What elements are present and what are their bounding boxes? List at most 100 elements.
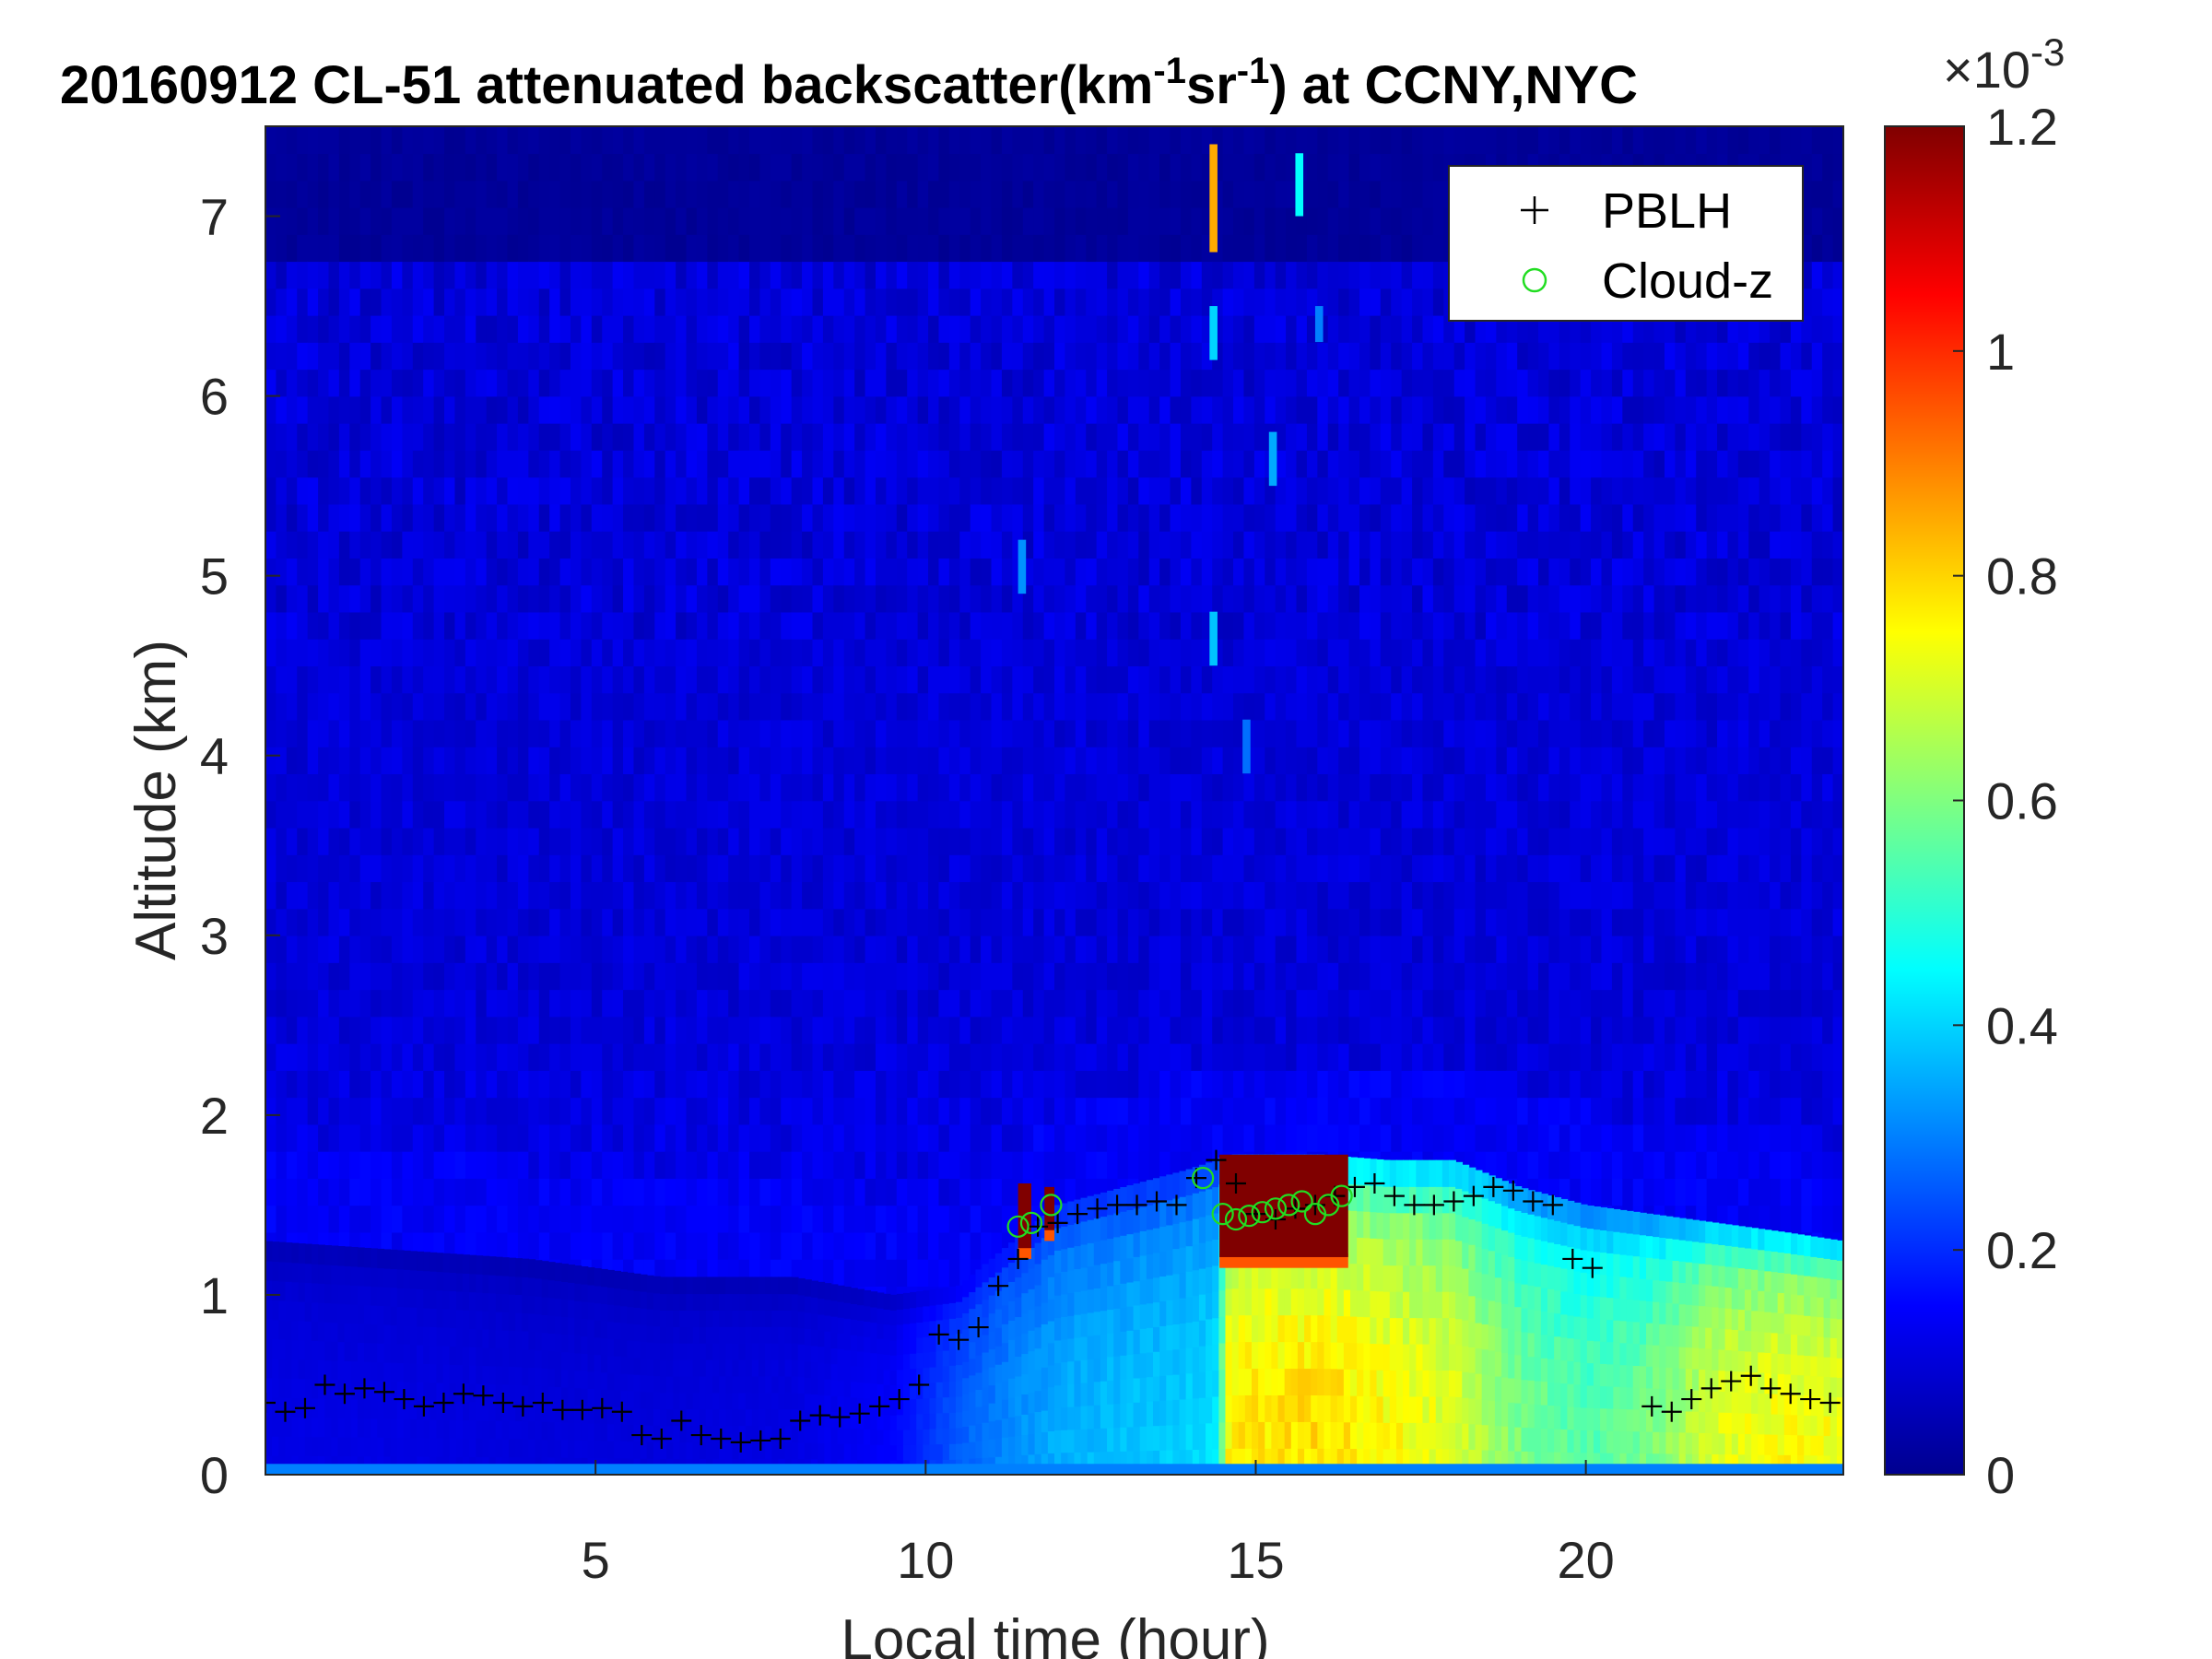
heatmap-cell [1338, 126, 1350, 155]
heatmap-cell [623, 1042, 635, 1071]
heatmap-cell [1327, 935, 1339, 963]
heatmap-cell [1159, 665, 1171, 694]
heatmap-cell [1075, 1070, 1088, 1099]
heatmap-cell [1432, 180, 1445, 208]
heatmap-cell [517, 342, 530, 371]
heatmap-cell [591, 450, 604, 478]
heatmap-cell [1370, 450, 1382, 478]
heatmap-cell [570, 881, 582, 910]
heatmap-cell [1033, 854, 1045, 883]
heatmap-cell [1286, 1042, 1298, 1071]
heatmap-cell [643, 989, 656, 1018]
heatmap-cell [1243, 773, 1255, 802]
heatmap-cell [371, 746, 382, 775]
heatmap-cell [528, 611, 540, 640]
heatmap-cell [1517, 395, 1529, 424]
heatmap-cell [854, 558, 866, 586]
heatmap-cell [1117, 1042, 1129, 1071]
heatmap-cell [822, 314, 835, 343]
heatmap-cell [1201, 422, 1213, 451]
heatmap-cell [1127, 665, 1140, 694]
heatmap-cell [686, 503, 698, 532]
heatmap-cell [1475, 1124, 1487, 1152]
heatmap-cell [1506, 962, 1518, 991]
heatmap-cell [1075, 962, 1088, 991]
heatmap-cell [696, 180, 709, 208]
heatmap-cell [896, 395, 909, 424]
heatmap-cell [1191, 908, 1203, 936]
heatmap-cell [781, 881, 793, 910]
heatmap-cell [476, 1070, 488, 1099]
heatmap-cell [276, 827, 288, 855]
heatmap-cell [612, 503, 624, 532]
heatmap-cell [833, 1205, 845, 1233]
heatmap-cell [812, 1097, 824, 1125]
heatmap-cell [981, 530, 993, 559]
heatmap-cell [1107, 1042, 1119, 1071]
heatmap-cell [1265, 530, 1277, 559]
heatmap-cell [781, 908, 793, 936]
heatmap-cell [676, 369, 688, 397]
heatmap-cell [1506, 450, 1518, 478]
heatmap-cell [1370, 477, 1382, 505]
heatmap-cell [1054, 746, 1066, 775]
heatmap-cell [1107, 288, 1119, 316]
heatmap-cell [781, 153, 793, 182]
heatmap-cell [1022, 450, 1034, 478]
heatmap-cell [875, 773, 888, 802]
heatmap-cell [1412, 665, 1424, 694]
heatmap-cell [1496, 342, 1508, 371]
heatmap-cell [865, 935, 877, 963]
heatmap-cell [391, 692, 404, 721]
heatmap-cell [738, 234, 750, 263]
heatmap-cell [833, 558, 845, 586]
heatmap-cell [665, 935, 677, 963]
heatmap-cell [865, 611, 877, 640]
heatmap-cell [686, 395, 698, 424]
heatmap-cell [981, 1042, 993, 1071]
heatmap-cell [1243, 126, 1255, 155]
heatmap-cell [896, 450, 909, 478]
heatmap-cell [591, 261, 604, 289]
heatmap-cell [1391, 800, 1403, 829]
heatmap-cell [454, 854, 466, 883]
heatmap-cell [833, 314, 845, 343]
heatmap-cell [1506, 1070, 1518, 1099]
heatmap-cell [444, 503, 456, 532]
heatmap-cell [1180, 827, 1193, 855]
heatmap-cell [843, 530, 855, 559]
heatmap-cell [1127, 638, 1140, 666]
heatmap-cell [1391, 908, 1403, 936]
heatmap-cell [444, 881, 456, 910]
heatmap-cell [1380, 773, 1393, 802]
heatmap-cell [1012, 1097, 1024, 1125]
heatmap-cell [948, 234, 961, 263]
heatmap-cell [759, 558, 771, 586]
heatmap-cell [676, 180, 688, 208]
heatmap-cell [602, 1070, 614, 1099]
heatmap-cell [1348, 692, 1360, 721]
heatmap-cell [265, 261, 277, 289]
heatmap-cell [886, 288, 898, 316]
heatmap-cell [1096, 261, 1108, 289]
heatmap-cell [1096, 584, 1108, 613]
heatmap-cell [349, 180, 361, 208]
heatmap-cell [1033, 503, 1045, 532]
heatmap-cell [938, 773, 950, 802]
heatmap-cell [1043, 234, 1055, 263]
heatmap-cell [338, 477, 351, 505]
heatmap-cell [1453, 854, 1465, 883]
heatmap-cell [865, 1097, 877, 1125]
heatmap-cell [1233, 1070, 1245, 1099]
heatmap-cell [1253, 369, 1266, 397]
heatmap-cell [391, 477, 404, 505]
heatmap-cell [349, 206, 361, 235]
heatmap-cell [1253, 234, 1266, 263]
heatmap-cell [1265, 1097, 1277, 1125]
heatmap-cell [444, 989, 456, 1018]
heatmap-cell [465, 665, 477, 694]
heatmap-cell [1159, 854, 1171, 883]
heatmap-cell [917, 1042, 929, 1071]
heatmap-cell [517, 261, 530, 289]
heatmap-cell [412, 450, 424, 478]
